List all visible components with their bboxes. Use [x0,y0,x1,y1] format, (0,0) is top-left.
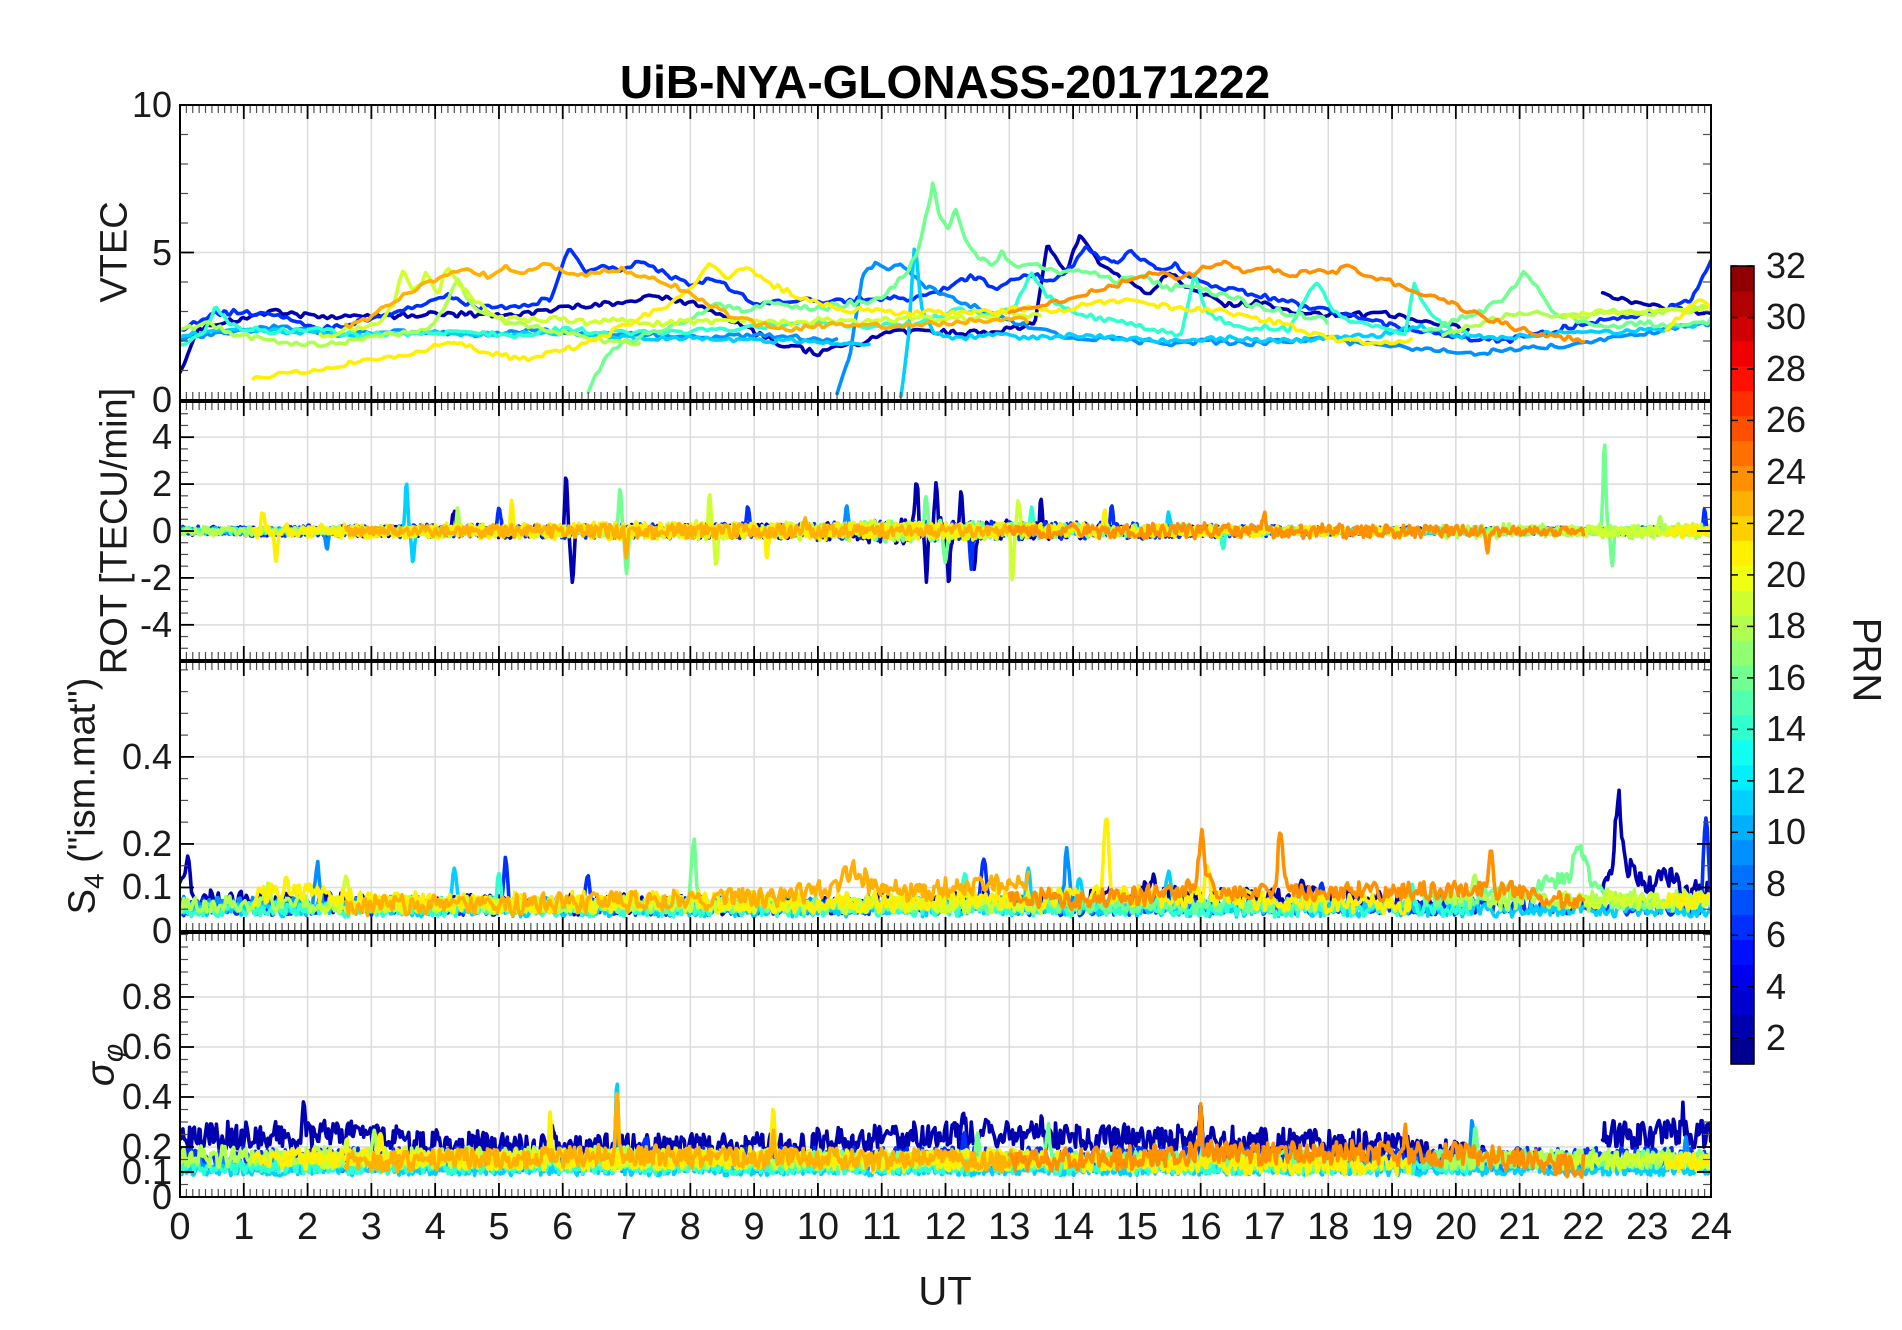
s4-series-prn-24 [1007,827,1586,912]
vtec-series-prn-16 [1422,269,1710,333]
xtick-label: 5 [488,1206,510,1248]
s4-series-prn-21 [1664,890,1710,911]
ytick-label-rot: 2 [151,463,172,505]
rot-series-prn-16 [1422,443,1710,568]
vtec-series-prn-21 [1664,298,1710,333]
vtec-series-prn-18 [181,277,642,348]
xtick-label: 6 [552,1206,574,1248]
vtec-series-prn-11 [899,247,1710,399]
vtec-series-prn-19 [318,266,1042,339]
s4-series-prn-19 [1562,890,1710,911]
chart-title: UiB-NYA-GLONASS-20171222 [619,56,1271,108]
colorbar-tick-label: 8 [1766,862,1787,904]
colorbar-tick-label: 16 [1766,656,1807,698]
s4-series-prn-21 [251,817,1413,917]
vtec-series-prn-23 [344,261,1029,333]
xtick-label: 10 [796,1206,840,1248]
sigma-phi-series-prn-23 [344,1091,1030,1174]
colorbar-tick-label: 12 [1766,759,1807,801]
panel-s4 [179,661,1712,932]
rot-series-prn-24 [1007,510,1586,555]
colorbar-tick-label: 22 [1766,502,1807,544]
xtick-label: 9 [743,1206,765,1248]
panel-vtec [179,104,1712,401]
colorbar-tick-label: 24 [1766,450,1807,492]
panel-rot [179,401,1712,661]
xtick-label: 20 [1434,1206,1477,1248]
vtec-series-prn-21 [251,262,1413,381]
colorbar-tick-label: 20 [1766,553,1807,595]
colorbar-tick-label: 2 [1766,1017,1787,1059]
colorbar-tick-label: 26 [1766,399,1807,441]
xtick-label: 24 [1689,1206,1733,1248]
ytick-label-rot: -4 [139,603,172,645]
xtick-label: 0 [169,1206,191,1248]
sigma-phi-series-prn-21 [1664,1151,1710,1174]
rot-series-prn-23 [344,516,1030,560]
sigma-phi-series-prn-24 [1007,1102,1586,1179]
colorbar-tick-label: 30 [1766,296,1807,338]
xtick-label: 1 [233,1206,255,1248]
xtick-label: 12 [924,1206,967,1248]
vtec-series-prn-9 [835,260,1710,396]
ytick-label-s4: 0 [151,910,172,951]
ytick-label-rot: 4 [151,416,172,458]
colorbar-tick-label: 18 [1766,605,1807,647]
xtick-label: 3 [360,1206,382,1248]
ytick-label-sigma-phi: 0.8 [121,976,172,1017]
ytick-label-sigma-phi: 0.1 [121,1151,172,1192]
panel-sigma-phi [179,932,1712,1198]
xtick-label: 15 [1115,1206,1159,1248]
ytick-label-sigma-phi: 0.6 [121,1026,172,1067]
xtick-label: 14 [1051,1206,1095,1248]
colorbar-tick-label: 10 [1766,811,1807,853]
xtick-label: 18 [1307,1206,1350,1248]
colorbar-tick-label: 14 [1766,708,1807,750]
xtick-label: 4 [424,1206,446,1248]
xtick-label: 21 [1498,1206,1541,1248]
xtick-label: 19 [1370,1206,1414,1248]
colorbar [1730,265,1755,1065]
ytick-label-s4: 0.4 [121,735,172,777]
xtick-label: 11 [861,1206,902,1248]
xtick-label: 16 [1179,1206,1222,1248]
vtec-series-prn-2 [181,234,1470,374]
ytick-label-rot: 0 [151,510,172,551]
ytick-label-s4: 0.2 [121,822,172,864]
xlabel-ut: UT [918,1269,972,1314]
vtec-series-prn-24 [1007,259,1586,344]
xtick-label: 13 [988,1206,1031,1248]
ytick-label-sigma-phi: 0.2 [121,1126,172,1167]
colorbar-tick-label: 6 [1766,914,1787,956]
ytick-label-sigma-phi: 0 [151,1176,172,1217]
vtec-series-prn-9 [181,323,839,344]
xtick-label: 2 [297,1206,319,1248]
xtick-label: 22 [1562,1206,1605,1248]
xtick-label: 7 [615,1206,638,1248]
ytick-label-rot: -2 [139,556,172,598]
s4-series-prn-2 [1600,788,1710,907]
sigma-phi-series-prn-2 [1600,1100,1710,1153]
xtick-label: 17 [1243,1206,1286,1248]
colorbar-tick-label: 4 [1766,965,1787,1007]
ytick-label-vtec: 0 [151,379,172,420]
ytick-label-vtec: 5 [151,231,172,273]
s4-series-prn-23 [344,859,1031,918]
colorbar-tick-label: 28 [1766,347,1807,389]
xtick-label: 23 [1626,1206,1669,1248]
ytick-label-s4: 0.1 [121,866,172,908]
ytick-label-vtec: 10 [131,84,172,125]
vtec-series-prn-11 [181,326,871,347]
colorbar-tick-label: 32 [1766,245,1807,286]
xtick-label: 8 [679,1206,701,1248]
ytick-label-sigma-phi: 0.4 [121,1076,172,1117]
